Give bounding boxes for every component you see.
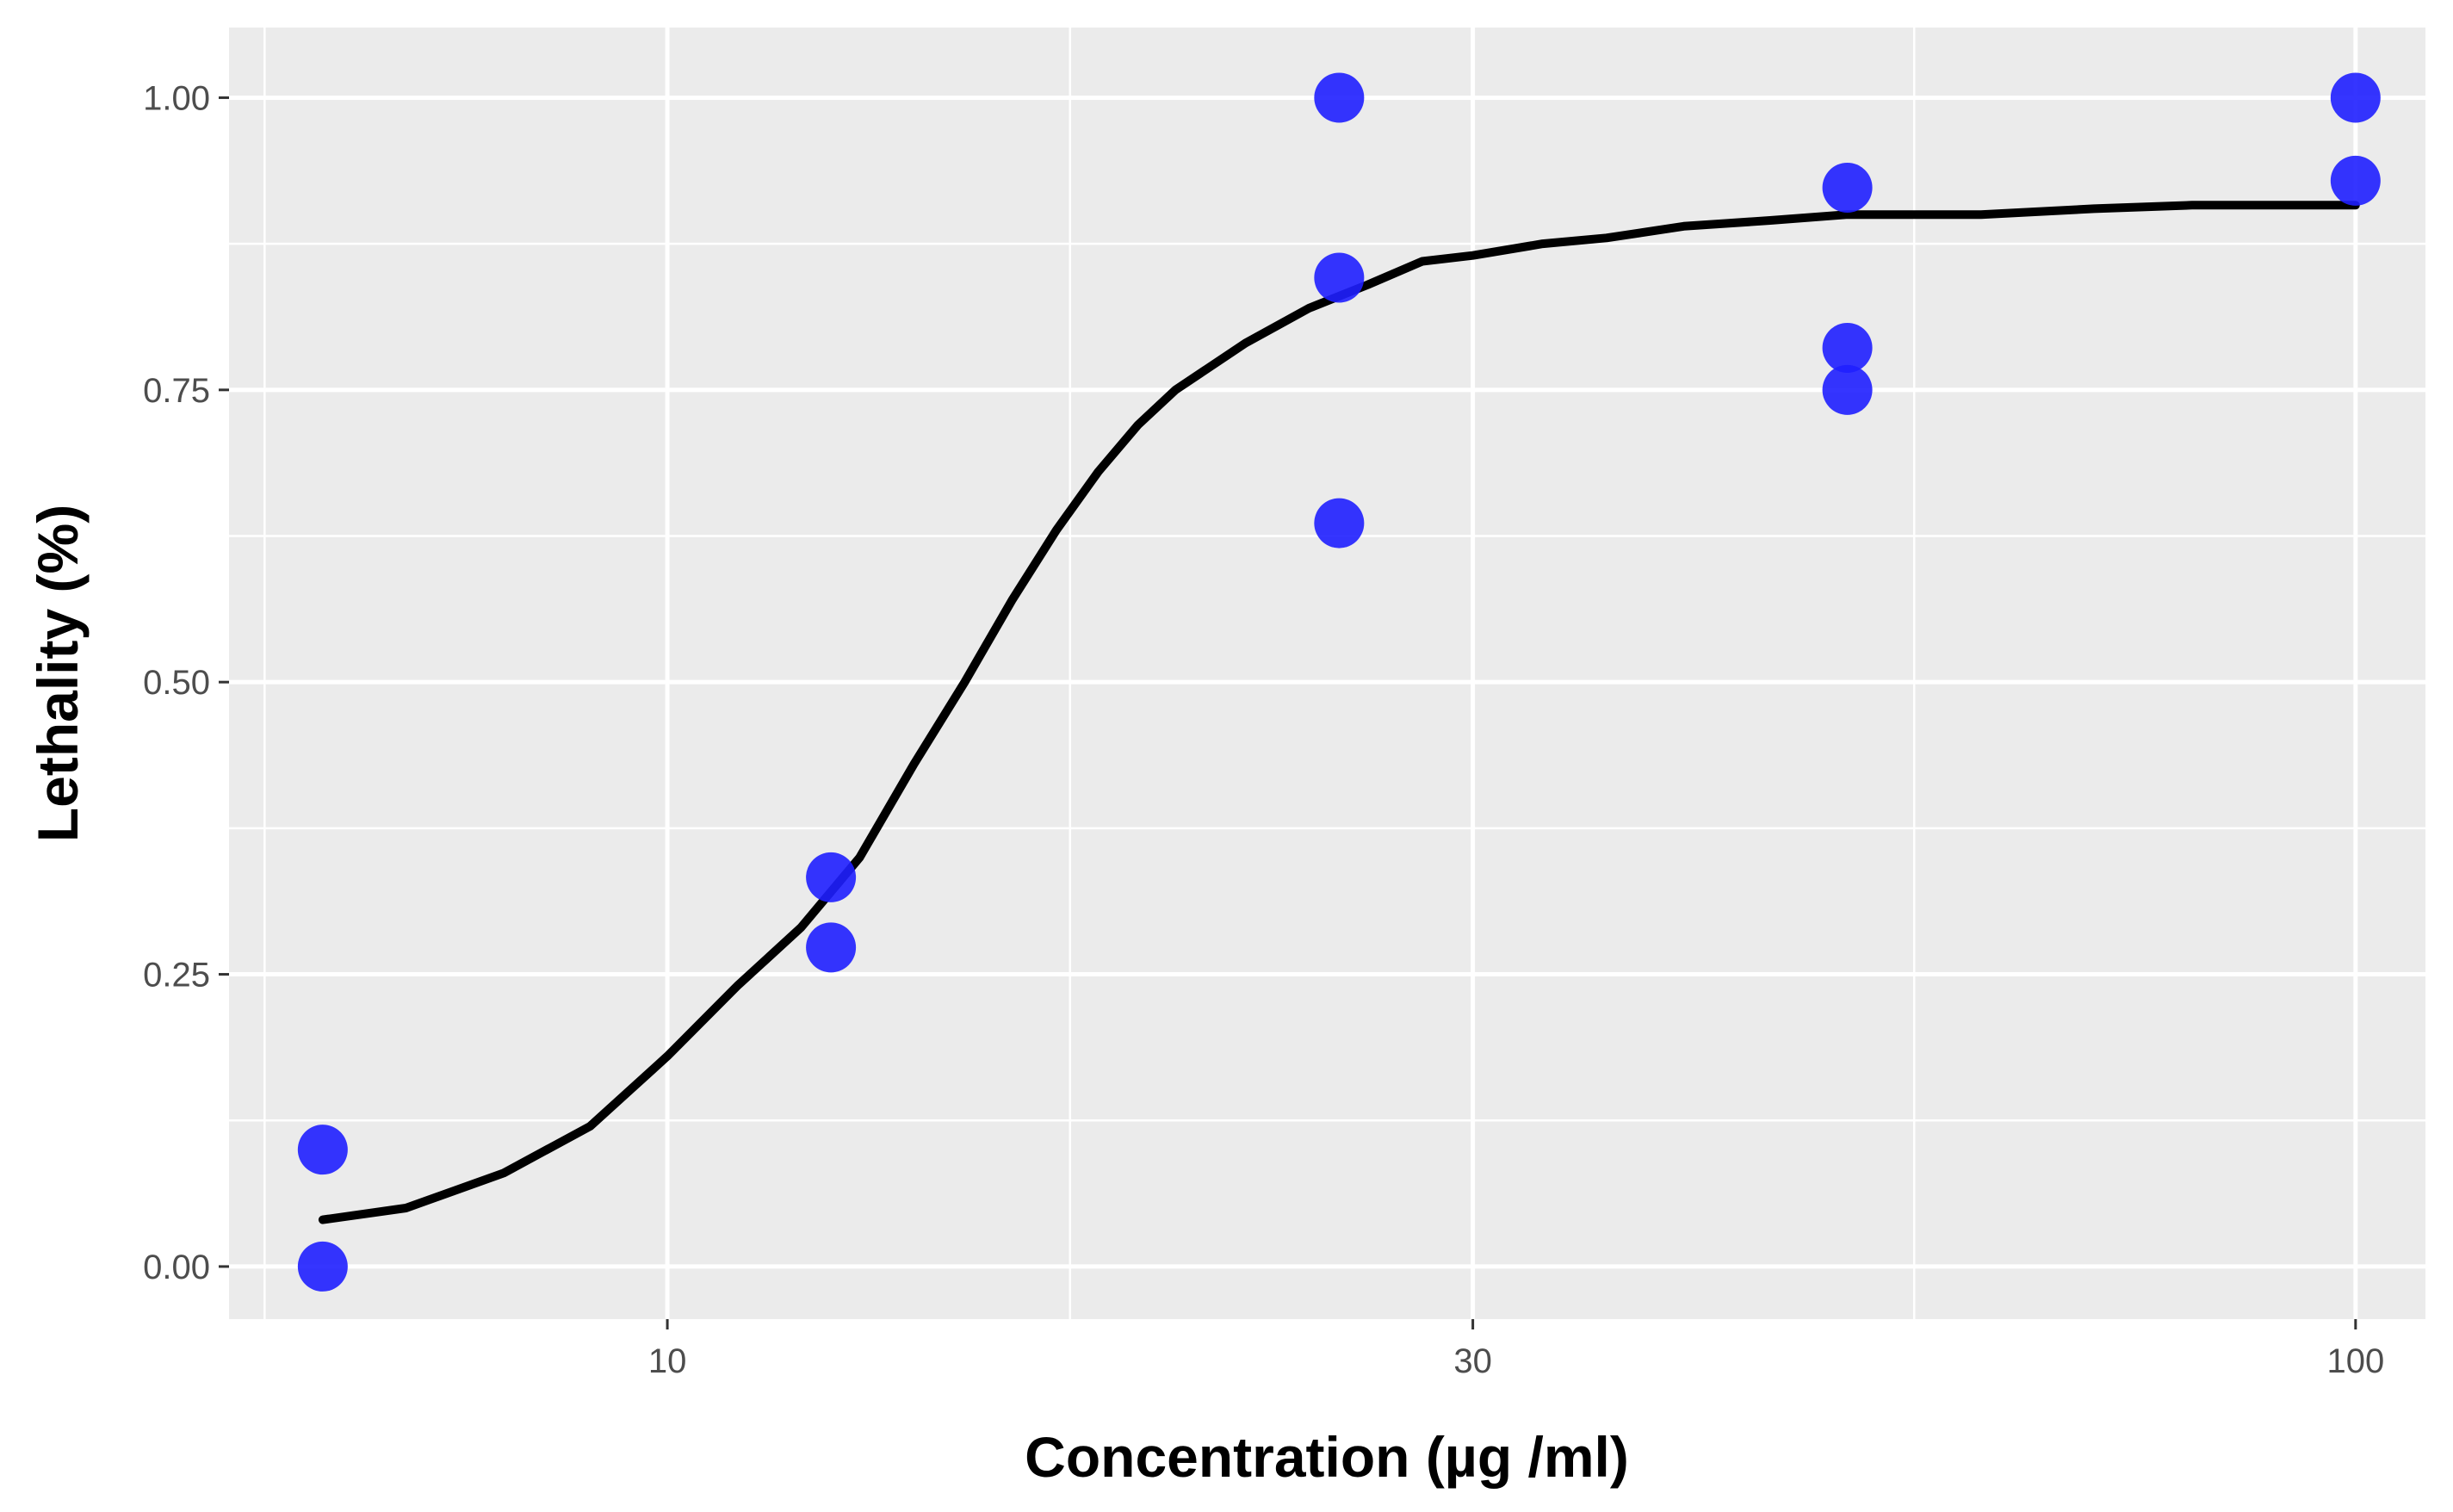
y-tick-label: 0.50 [143, 664, 210, 702]
data-point [2330, 72, 2381, 123]
data-point [297, 1125, 348, 1175]
data-point [1822, 364, 1873, 415]
y-tick-label: 0.75 [143, 372, 210, 410]
data-point [806, 922, 857, 973]
y-axis-title: Lethality (%) [26, 505, 90, 842]
data-points [297, 72, 2381, 1292]
y-tick-label: 0.00 [143, 1249, 210, 1286]
x-tick-label: 10 [648, 1342, 687, 1380]
x-axis-ticks: 10 30 100 [648, 1319, 2384, 1380]
data-point [1314, 72, 1365, 123]
data-point [1822, 322, 1873, 373]
data-point [1314, 252, 1365, 303]
plot-panel [229, 28, 2425, 1319]
y-axis-ticks: 0.00 0.25 0.50 0.75 1.00 [143, 79, 229, 1286]
fit-curve [318, 201, 2360, 1224]
data-point [806, 852, 857, 902]
x-tick-label: 30 [1453, 1342, 1492, 1380]
major-grid [229, 28, 2425, 1319]
y-tick-label: 1.00 [143, 79, 210, 117]
x-tick-label: 100 [2326, 1342, 2384, 1380]
x-axis-title: Concentration (µg /ml) [1025, 1425, 1629, 1489]
data-point [1314, 498, 1365, 548]
data-point [297, 1241, 348, 1292]
data-point [2330, 155, 2381, 206]
data-point [1822, 162, 1873, 213]
y-tick-label: 0.25 [143, 957, 210, 995]
